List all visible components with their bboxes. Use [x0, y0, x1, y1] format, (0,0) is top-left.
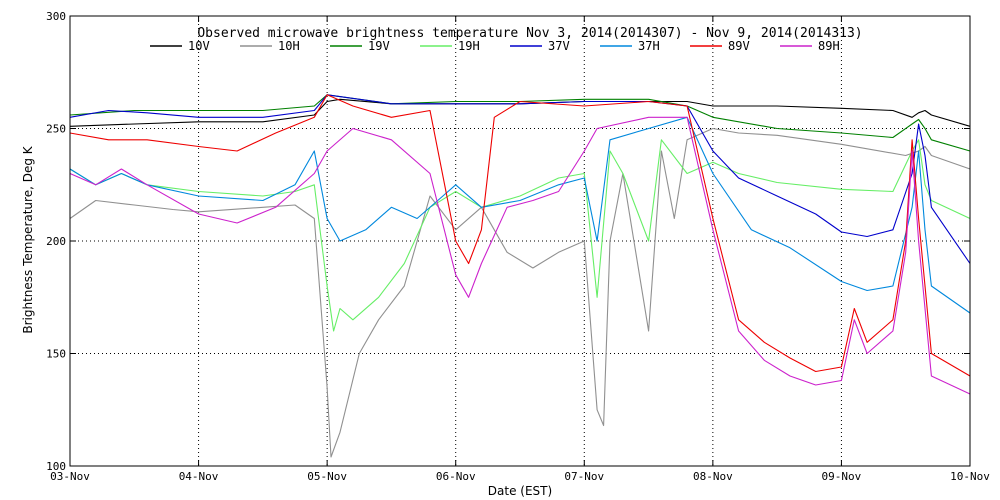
chart-title: Observed microwave brightness temperatur…	[197, 26, 862, 41]
x-tick-label: 07-Nov	[564, 470, 604, 483]
legend-label-10h: 10H	[278, 39, 300, 53]
series-line-89h	[69, 116, 971, 395]
legend: 10V 10H 19V 19H 37V 37H 89V 89H	[150, 39, 840, 53]
y-tick-label: 150	[46, 348, 66, 361]
grid-lines	[70, 16, 970, 466]
legend-label-10v: 10V	[188, 39, 210, 53]
series-line-19v	[69, 94, 971, 152]
series-line-89v	[69, 94, 971, 377]
legend-label-37h: 37H	[638, 39, 660, 53]
y-axis-title: Brightness Temperature, Deg K	[21, 145, 35, 333]
x-tick-label: 04-Nov	[179, 470, 219, 483]
legend-label-37v: 37V	[548, 39, 570, 53]
series-line-19h	[69, 139, 971, 332]
x-tick-label: 06-Nov	[436, 470, 476, 483]
legend-label-89v: 89V	[728, 39, 750, 53]
legend-label-89h: 89H	[818, 39, 840, 53]
x-tick-label: 09-Nov	[822, 470, 862, 483]
series-layer	[69, 94, 971, 458]
x-tick-label: 10-Nov	[950, 470, 990, 483]
series-line-37v	[69, 94, 971, 264]
x-tick-label: 05-Nov	[307, 470, 347, 483]
axis-ticks: 03-Nov 04-Nov 05-Nov 06-Nov 07-Nov 08-Nov 09-N…	[46, 10, 990, 483]
y-tick-label: 250	[46, 123, 66, 136]
x-axis-title: Date (EST)	[488, 484, 552, 498]
series-line-10h	[69, 127, 971, 458]
y-tick-label: 200	[46, 235, 66, 248]
y-tick-label: 100	[46, 460, 66, 473]
series-line-37h	[69, 116, 971, 314]
y-tick-label: 300	[46, 10, 66, 23]
x-tick-label: 03-Nov	[50, 470, 90, 483]
legend-label-19h: 19H	[458, 39, 480, 53]
legend-label-19v: 19V	[368, 39, 390, 53]
x-tick-label: 08-Nov	[693, 470, 733, 483]
